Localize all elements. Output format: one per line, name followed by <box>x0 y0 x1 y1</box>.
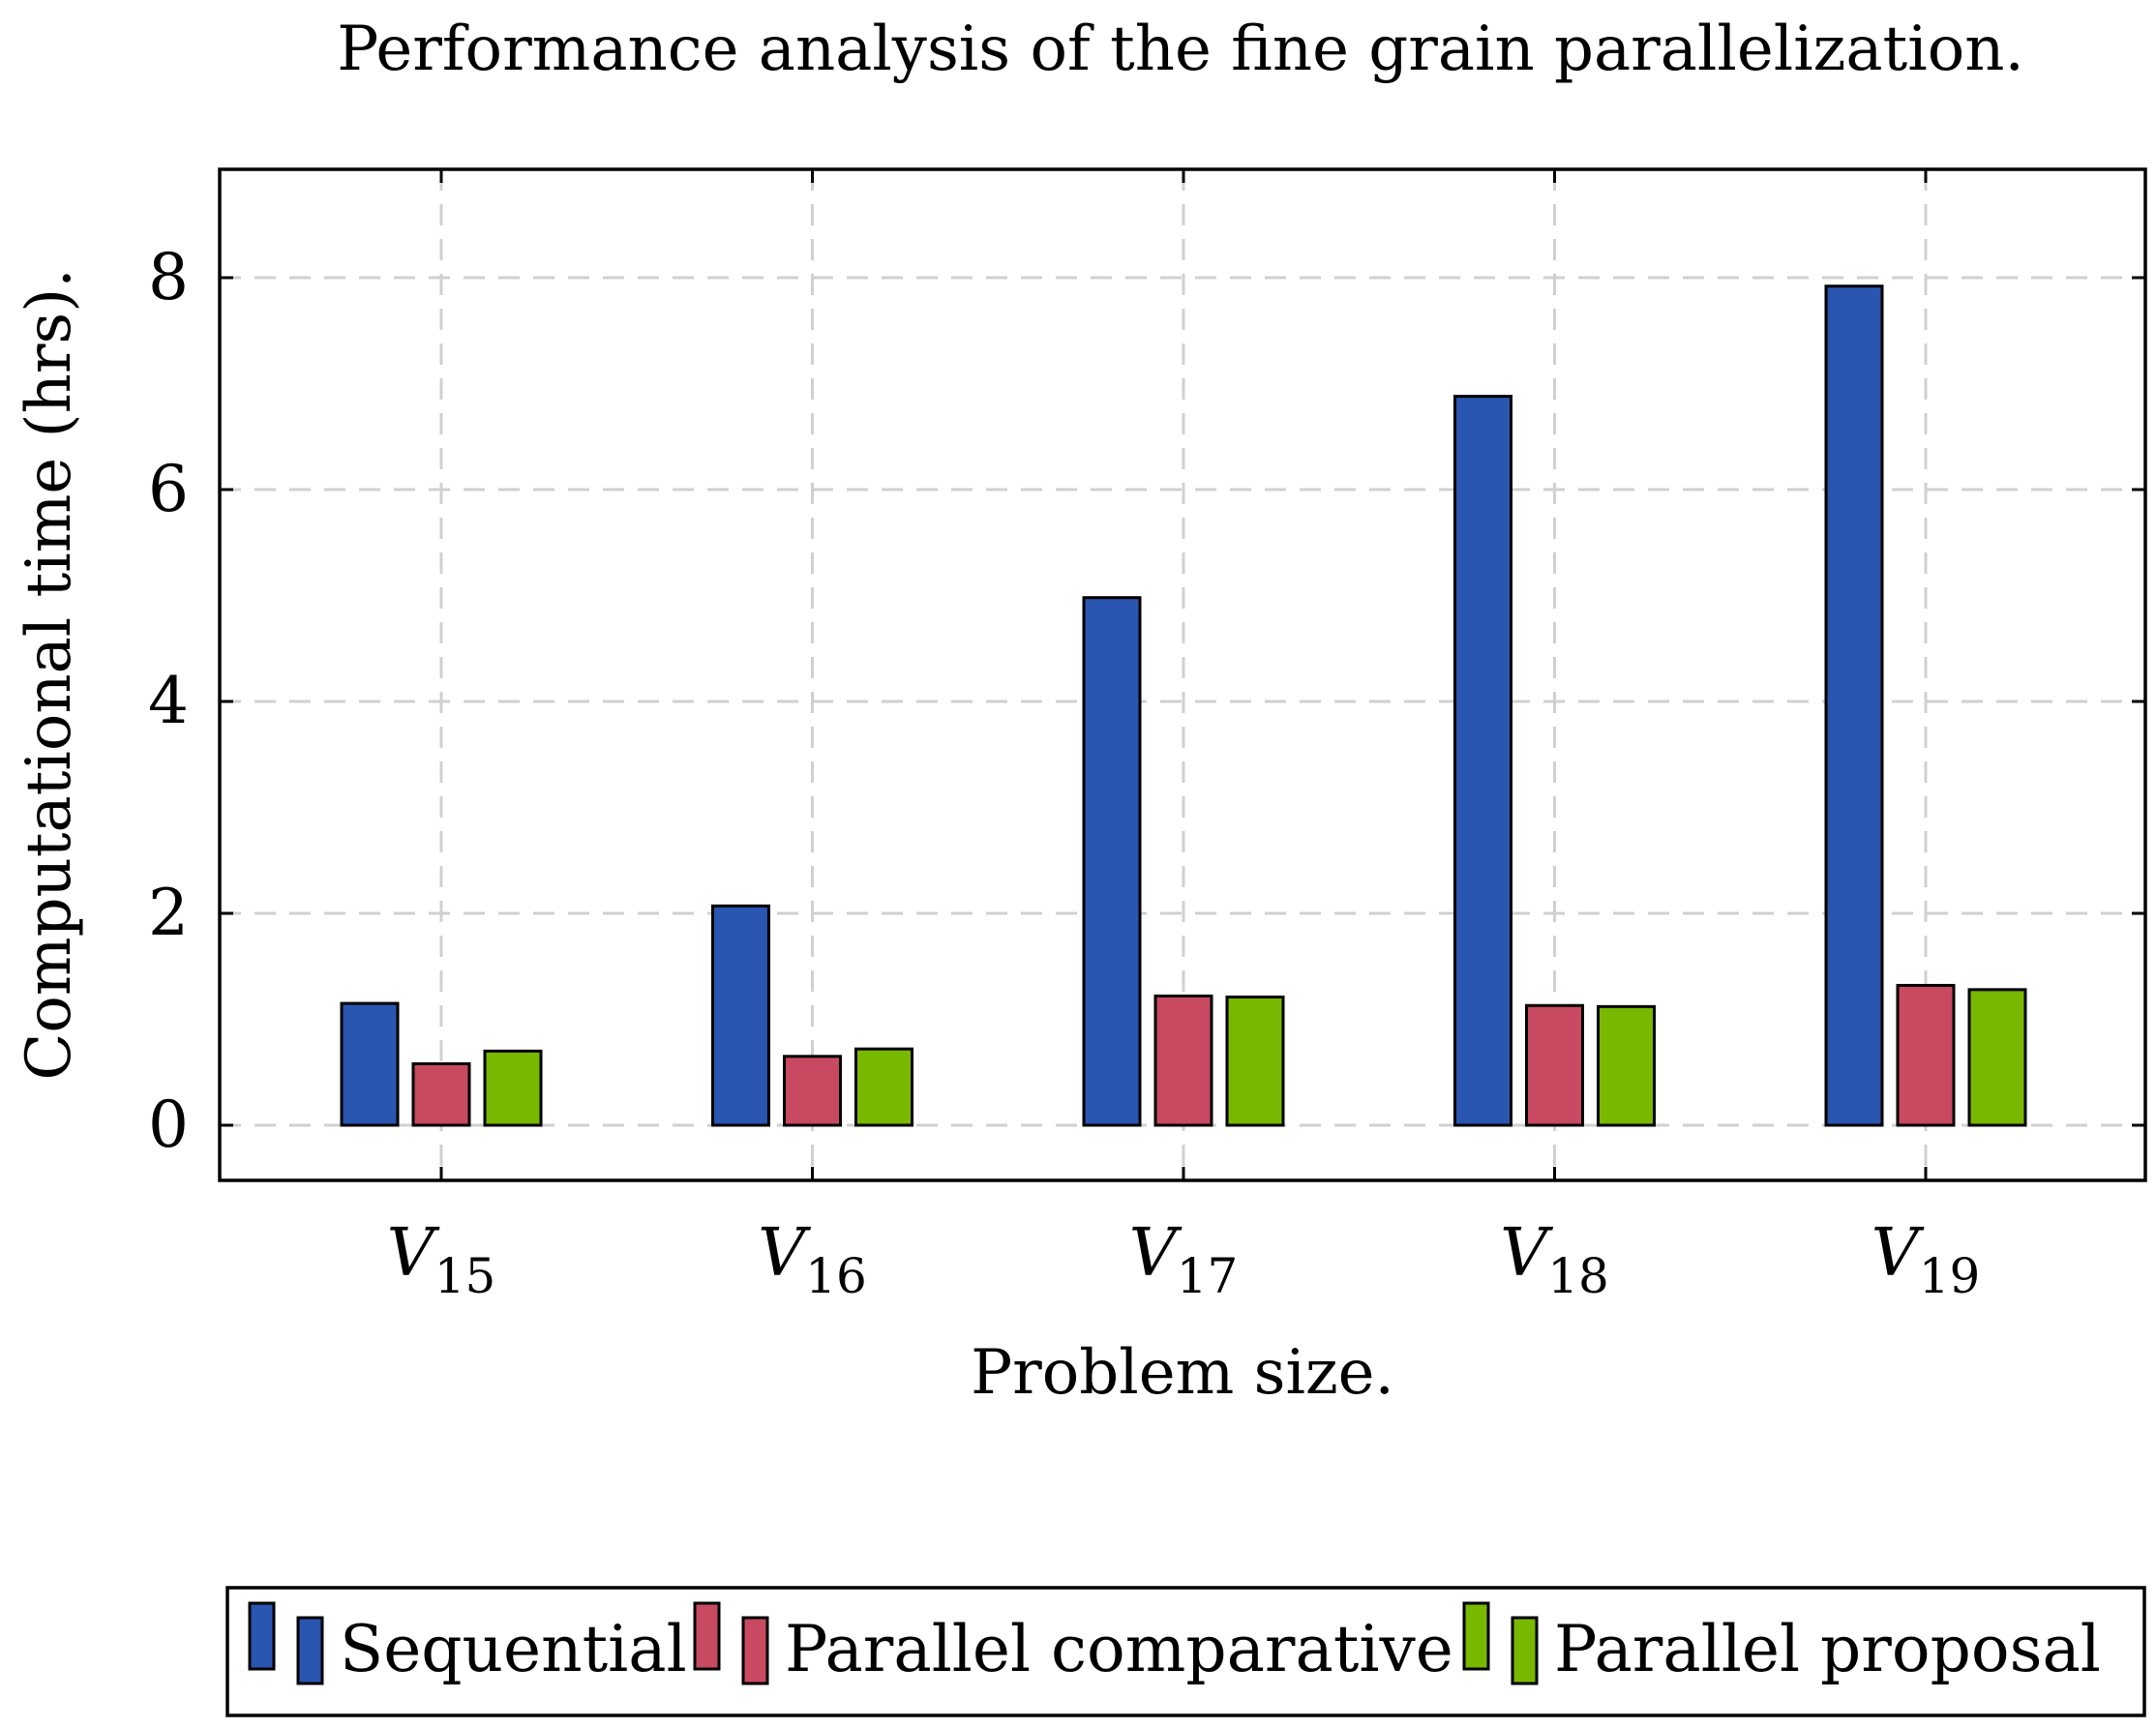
bar-parallel-comparative-V17 <box>1153 994 1213 1127</box>
legend: Sequential Parallel comparative Parallel p… <box>225 1586 2146 1717</box>
bar-parallel-comparative-V15 <box>411 1061 471 1127</box>
legend-frame <box>225 1586 2146 1717</box>
x-tick-label: V16 <box>758 1215 867 1304</box>
y-tick-labels: 0 2 4 6 8 <box>148 240 189 1162</box>
y-tick-label: 2 <box>148 876 189 950</box>
x-tick-label: V17 <box>1129 1215 1239 1304</box>
bar-parallel-proposal-V18 <box>1597 1004 1656 1127</box>
y-tick-label: 6 <box>148 452 189 526</box>
legend-label: Parallel proposal <box>1554 1612 2101 1686</box>
bar-sequential-V17 <box>1082 596 1142 1127</box>
chart-title: Performance analysis of the fine grain p… <box>337 14 2024 85</box>
legend-item: Sequential <box>248 1601 687 1686</box>
legend-swatch <box>1462 1601 1490 1671</box>
y-tick-label: 0 <box>148 1087 189 1162</box>
bar-parallel-proposal-V17 <box>1225 996 1285 1127</box>
legend-swatch <box>1511 1616 1539 1685</box>
y-tick-label: 8 <box>148 240 189 314</box>
x-tick-label: V15 <box>387 1215 496 1304</box>
bar-parallel-comparative-V19 <box>1896 983 1956 1127</box>
y-tick-label: 4 <box>148 664 189 738</box>
y-axis-title: Computational time (hrs). <box>14 268 85 1080</box>
axis-ticks <box>220 169 2145 1180</box>
bar-sequential-V16 <box>711 904 770 1127</box>
legend-item: Parallel comparative <box>693 1601 1453 1686</box>
bar-parallel-comparative-V16 <box>783 1055 842 1127</box>
legend-swatch <box>693 1601 721 1671</box>
bar-sequential-V18 <box>1453 395 1512 1127</box>
legend-item: Parallel proposal <box>1462 1601 2101 1686</box>
legend-label: Sequential <box>340 1612 687 1686</box>
legend-label: Parallel comparative <box>785 1612 1453 1686</box>
x-axis-title: Problem size. <box>971 1337 1394 1409</box>
x-tick-label: V18 <box>1500 1215 1609 1304</box>
x-tick-labels: V15 V16 V17 V18 V19 <box>387 1215 1981 1304</box>
legend-swatch <box>741 1616 769 1685</box>
bar-parallel-proposal-V15 <box>483 1049 543 1127</box>
bar-sequential-V15 <box>340 1001 400 1127</box>
x-tick-label: V19 <box>1872 1215 1981 1304</box>
bar-parallel-proposal-V16 <box>854 1047 913 1127</box>
bar-parallel-proposal-V19 <box>1967 988 2027 1127</box>
bars <box>340 284 2027 1127</box>
bar-sequential-V19 <box>1824 284 1884 1127</box>
bar-parallel-comparative-V18 <box>1525 1003 1584 1127</box>
legend-swatch <box>248 1601 276 1671</box>
legend-swatch <box>296 1616 324 1685</box>
